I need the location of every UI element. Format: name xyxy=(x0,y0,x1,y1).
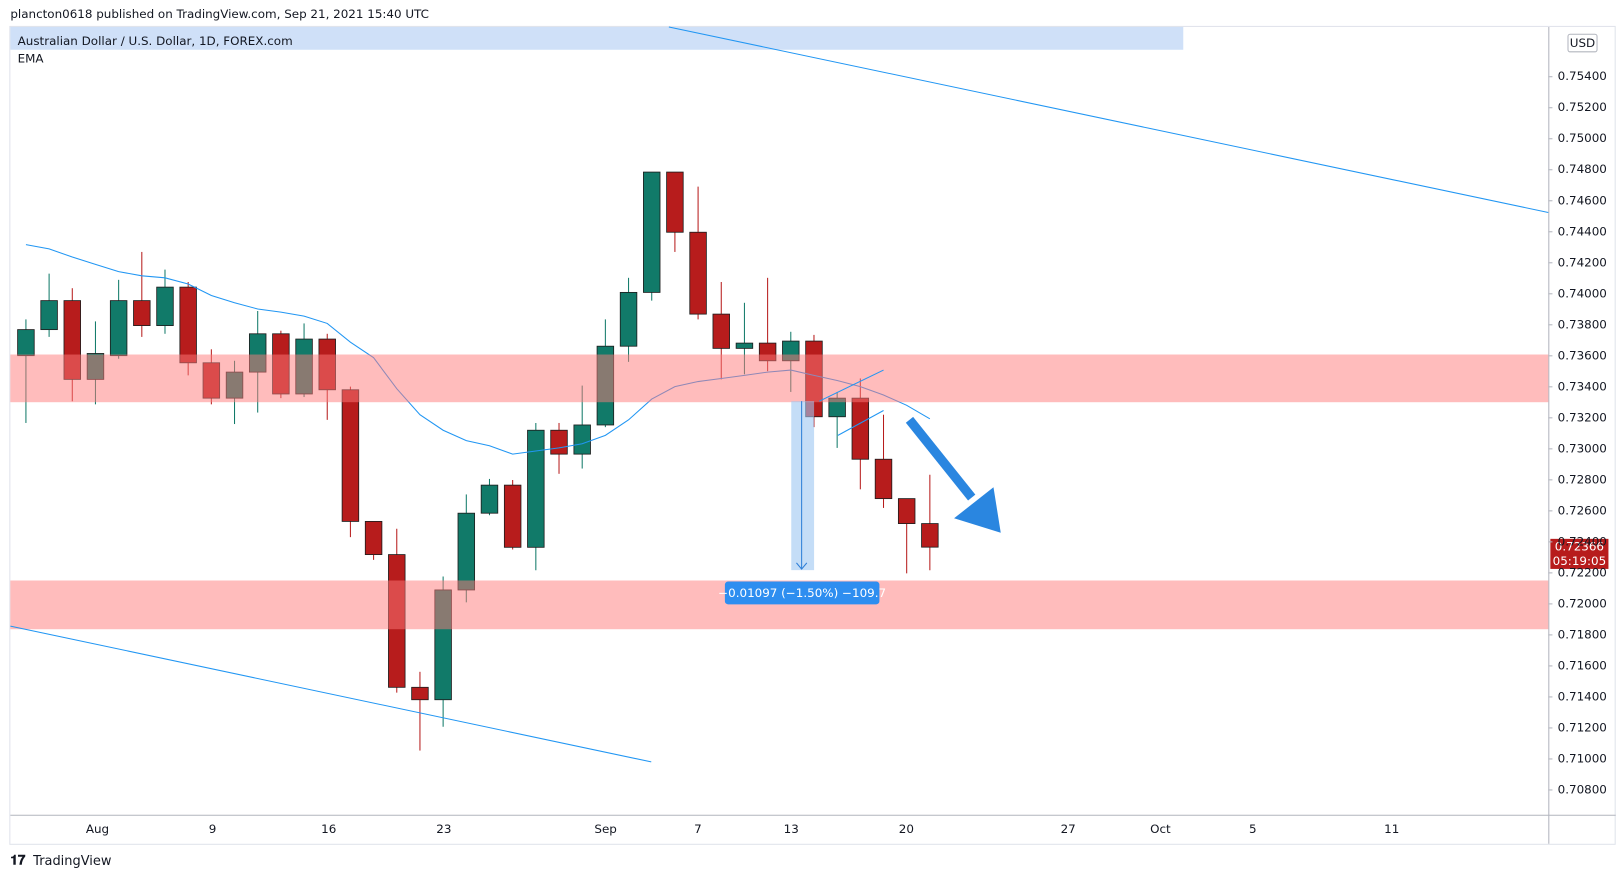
logo-mark: 𝟏𝟕 xyxy=(10,852,25,868)
arrow-head xyxy=(954,487,1001,533)
candle-body xyxy=(364,520,383,556)
wedge-line xyxy=(837,410,884,436)
candle-body xyxy=(643,171,661,293)
x-tick-label: Sep xyxy=(594,822,616,836)
trend-line xyxy=(668,26,1549,214)
y-tick-label: 0.74600 xyxy=(1558,193,1607,207)
candle-body xyxy=(480,484,499,514)
y-tick-label: 0.71400 xyxy=(1558,689,1607,703)
y-tick-label: 0.71600 xyxy=(1558,658,1607,672)
arrow-shaft xyxy=(905,416,976,501)
frame xyxy=(9,25,1616,845)
symbol-title: Australian Dollar / U.S. Dollar, 1D, FOR… xyxy=(18,34,293,48)
measure-range xyxy=(791,401,815,571)
y-tick-label: 0.73200 xyxy=(1558,410,1607,424)
candle-body xyxy=(503,484,522,548)
y-tick-label: 0.75200 xyxy=(1558,100,1607,114)
candle-body xyxy=(133,300,151,326)
x-tick-label: Aug xyxy=(86,822,109,836)
published-line: plancton0618 published on TradingView.co… xyxy=(10,7,429,21)
y-tick-label: 0.73000 xyxy=(1558,441,1607,455)
title-bar xyxy=(10,26,1184,50)
candle-body xyxy=(874,458,893,500)
countdown: 05:19:05 xyxy=(1553,554,1606,568)
x-tick-label: 16 xyxy=(321,822,336,836)
y-tick-label: 0.73600 xyxy=(1558,348,1607,362)
candle-body xyxy=(527,429,545,548)
last-price: 0.72366 xyxy=(1555,540,1604,554)
x-tick-label: 13 xyxy=(784,822,799,836)
candle-body xyxy=(573,424,591,455)
x-tick-label: 11 xyxy=(1384,822,1399,836)
x-tick-label: 20 xyxy=(899,822,914,836)
y-tick-label: 0.71000 xyxy=(1558,751,1607,765)
y-tick-label: 0.72600 xyxy=(1558,503,1607,517)
candle-body xyxy=(897,498,916,524)
y-tick-label: 0.73800 xyxy=(1558,317,1607,331)
y-tick-label: 0.72200 xyxy=(1558,565,1607,579)
last-price-box xyxy=(1550,538,1609,569)
y-tick-label: 0.72000 xyxy=(1558,596,1607,610)
x-tick-label: Oct xyxy=(1150,822,1171,836)
y-tick-label: 0.72800 xyxy=(1558,472,1607,486)
candle-body xyxy=(666,171,684,233)
candle-body xyxy=(689,231,707,315)
y-tick-label: 0.74200 xyxy=(1558,255,1607,269)
candle-body xyxy=(712,313,730,349)
candle-body xyxy=(109,300,128,357)
y-tick-label: 0.73400 xyxy=(1558,379,1607,393)
measure-label-box xyxy=(724,581,880,605)
measure-arrow xyxy=(796,562,808,570)
candle-body xyxy=(341,389,360,522)
candle-body xyxy=(550,429,568,455)
y-tick-label: 0.71200 xyxy=(1558,720,1607,734)
resistance-zone xyxy=(10,354,1549,403)
logo: TradingView xyxy=(32,854,112,869)
candle-body xyxy=(17,329,35,357)
y-tick-label: 0.75400 xyxy=(1558,69,1607,83)
x-tick-label: 23 xyxy=(436,822,451,836)
wedge-line xyxy=(819,369,884,402)
candle-body xyxy=(921,523,939,548)
x-tick-label: 27 xyxy=(1061,822,1076,836)
x-tick-label: 9 xyxy=(209,822,217,836)
y-tick-label: 0.75000 xyxy=(1558,131,1607,145)
candle-body xyxy=(156,286,174,326)
trend-line xyxy=(10,625,652,763)
currency-box xyxy=(1567,33,1598,53)
x-tick-label: 5 xyxy=(1249,822,1257,836)
indicator-label: EMA xyxy=(18,52,45,66)
candle-body xyxy=(735,342,754,349)
candle-body xyxy=(457,512,476,591)
candle-body xyxy=(851,397,870,460)
currency: USD xyxy=(1570,36,1595,50)
y-tick-label: 0.74000 xyxy=(1558,286,1607,300)
candle-body xyxy=(619,291,638,347)
candle-body xyxy=(179,286,197,364)
y-tick-label: 0.71800 xyxy=(1558,627,1607,641)
y-tick-label: 0.70800 xyxy=(1558,782,1607,796)
measure-label: −0.01097 (−1.50%) −109.7 xyxy=(718,586,886,600)
x-tick-label: 7 xyxy=(694,822,702,836)
candle-body xyxy=(411,686,429,701)
y-tick-label: 0.72400 xyxy=(1558,534,1607,548)
y-tick-label: 0.74400 xyxy=(1558,224,1607,238)
candle-body xyxy=(40,300,58,331)
y-tick-label: 0.74800 xyxy=(1558,162,1607,176)
